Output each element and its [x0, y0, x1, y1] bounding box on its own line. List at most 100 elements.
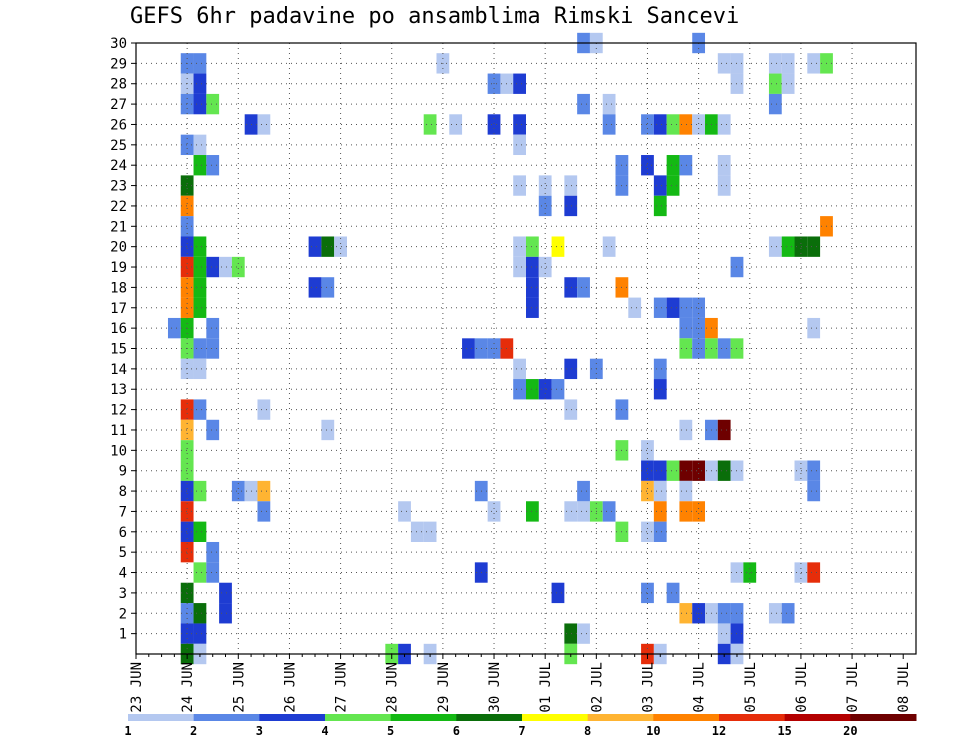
y-tick-label: 17 — [110, 301, 127, 317]
heatmap-cell — [193, 603, 207, 624]
heatmap-cell — [679, 603, 693, 624]
heatmap-cell — [679, 338, 693, 359]
x-tick-label: 27 JUN — [334, 662, 350, 713]
heatmap-cell — [717, 155, 731, 176]
heatmap-cell — [781, 603, 795, 624]
colorbar-label: 7 — [518, 724, 525, 738]
chart-title: GEFS 6hr padavine po ansamblima Rimski S… — [130, 4, 740, 29]
heatmap-cell — [666, 114, 680, 135]
heatmap-cell — [193, 134, 207, 156]
heatmap-cell — [206, 338, 220, 359]
colorbar-swatch — [784, 714, 851, 721]
y-tick-label: 1 — [119, 627, 127, 643]
y-tick-label: 7 — [119, 504, 127, 520]
heatmap-cell — [257, 114, 271, 135]
colorbar-swatch — [325, 714, 392, 721]
heatmap-cell — [781, 53, 795, 74]
x-tick-label: 23 JUN — [129, 662, 145, 713]
heatmap-cell — [679, 297, 693, 318]
heatmap-cell — [653, 114, 667, 135]
heatmap-cell — [628, 297, 642, 318]
heatmap-cell — [653, 521, 667, 542]
heatmap-cell — [193, 623, 207, 644]
y-tick-label: 9 — [119, 464, 127, 480]
heatmap-cell — [807, 460, 821, 481]
heatmap-cell — [231, 256, 245, 278]
y-tick-label: 6 — [119, 525, 127, 541]
heatmap-cell — [231, 480, 245, 502]
heatmap-cell — [653, 460, 667, 481]
heatmap-cell — [641, 460, 654, 481]
heatmap-cell — [653, 480, 667, 502]
heatmap-cell — [219, 256, 232, 278]
heatmap-cell — [653, 175, 667, 196]
heatmap-cell — [768, 236, 782, 257]
heatmap-cell — [692, 460, 706, 481]
colorbar-swatch — [193, 714, 260, 721]
heatmap-cell — [564, 195, 578, 217]
heatmap-cell — [321, 277, 335, 298]
heatmap-cell — [807, 236, 821, 257]
heatmap-cell — [526, 379, 539, 400]
heatmap-cell — [180, 419, 194, 441]
heatmap-cell — [193, 297, 207, 318]
heatmap-cell — [193, 480, 207, 502]
heatmap-cell — [653, 379, 667, 400]
heatmap-cell — [193, 256, 207, 278]
x-tick-label: 01 JUL — [538, 662, 554, 713]
heatmap-cell — [487, 114, 501, 135]
heatmap-cell — [180, 277, 194, 298]
colorbar-label: 15 — [777, 724, 791, 738]
colorbar-label: 1 — [124, 724, 131, 738]
y-tick-label: 29 — [110, 56, 127, 72]
heatmap-cell — [513, 175, 526, 196]
y-tick-label: 4 — [119, 566, 127, 582]
heatmap-cell — [768, 93, 782, 115]
y-tick-label: 26 — [110, 117, 127, 133]
heatmap-cell — [206, 155, 220, 176]
heatmap-cell — [487, 501, 501, 522]
heatmap-cell — [526, 297, 539, 318]
heatmap-cell — [257, 480, 271, 502]
heatmap-cell — [794, 562, 808, 583]
colorbar-label: 3 — [256, 724, 263, 738]
heatmap-cell — [423, 114, 437, 135]
heatmap-cell — [180, 480, 194, 502]
heatmap-cell — [653, 501, 667, 522]
y-tick-label: 14 — [110, 362, 127, 378]
heatmap-cell — [193, 93, 207, 115]
colorbar-label: 12 — [712, 724, 726, 738]
heatmap-cell — [564, 501, 578, 522]
y-tick-label: 12 — [110, 403, 127, 419]
heatmap-cell — [180, 297, 194, 318]
x-tick-label: 29 JUN — [436, 662, 452, 713]
heatmap-cell — [206, 317, 220, 339]
colorbar: 1 2 3 4 5 6 7 8 10 12 15 20 — [124, 714, 917, 738]
heatmap-cell — [602, 93, 616, 115]
y-tick-label: 5 — [119, 545, 127, 561]
heatmap-cell — [679, 114, 693, 135]
heatmap-cells — [167, 32, 833, 665]
y-tick-label: 8 — [119, 484, 127, 500]
heatmap-cell — [641, 582, 654, 604]
heatmap-cell — [807, 53, 821, 74]
y-tick-label: 30 — [110, 36, 127, 52]
heatmap-cell — [717, 603, 731, 624]
colorbar-label: 5 — [387, 724, 394, 738]
heatmap-cell — [653, 297, 667, 318]
heatmap-cell — [398, 501, 411, 522]
heatmap-cell — [551, 582, 565, 604]
y-tick-label: 19 — [110, 260, 127, 276]
colorbar-swatch — [587, 714, 654, 721]
heatmap-cell — [781, 73, 795, 94]
heatmap-cell — [219, 582, 232, 604]
x-tick-label: 02 JUL — [589, 662, 605, 713]
heatmap-cell — [206, 562, 220, 583]
x-tick-label: 24 JUN — [180, 662, 196, 713]
y-tick-label: 18 — [110, 280, 127, 296]
heatmap-cell — [666, 297, 680, 318]
y-tick-label: 21 — [110, 219, 127, 235]
heatmap-cell — [193, 236, 207, 257]
heatmap-cell — [564, 358, 578, 380]
